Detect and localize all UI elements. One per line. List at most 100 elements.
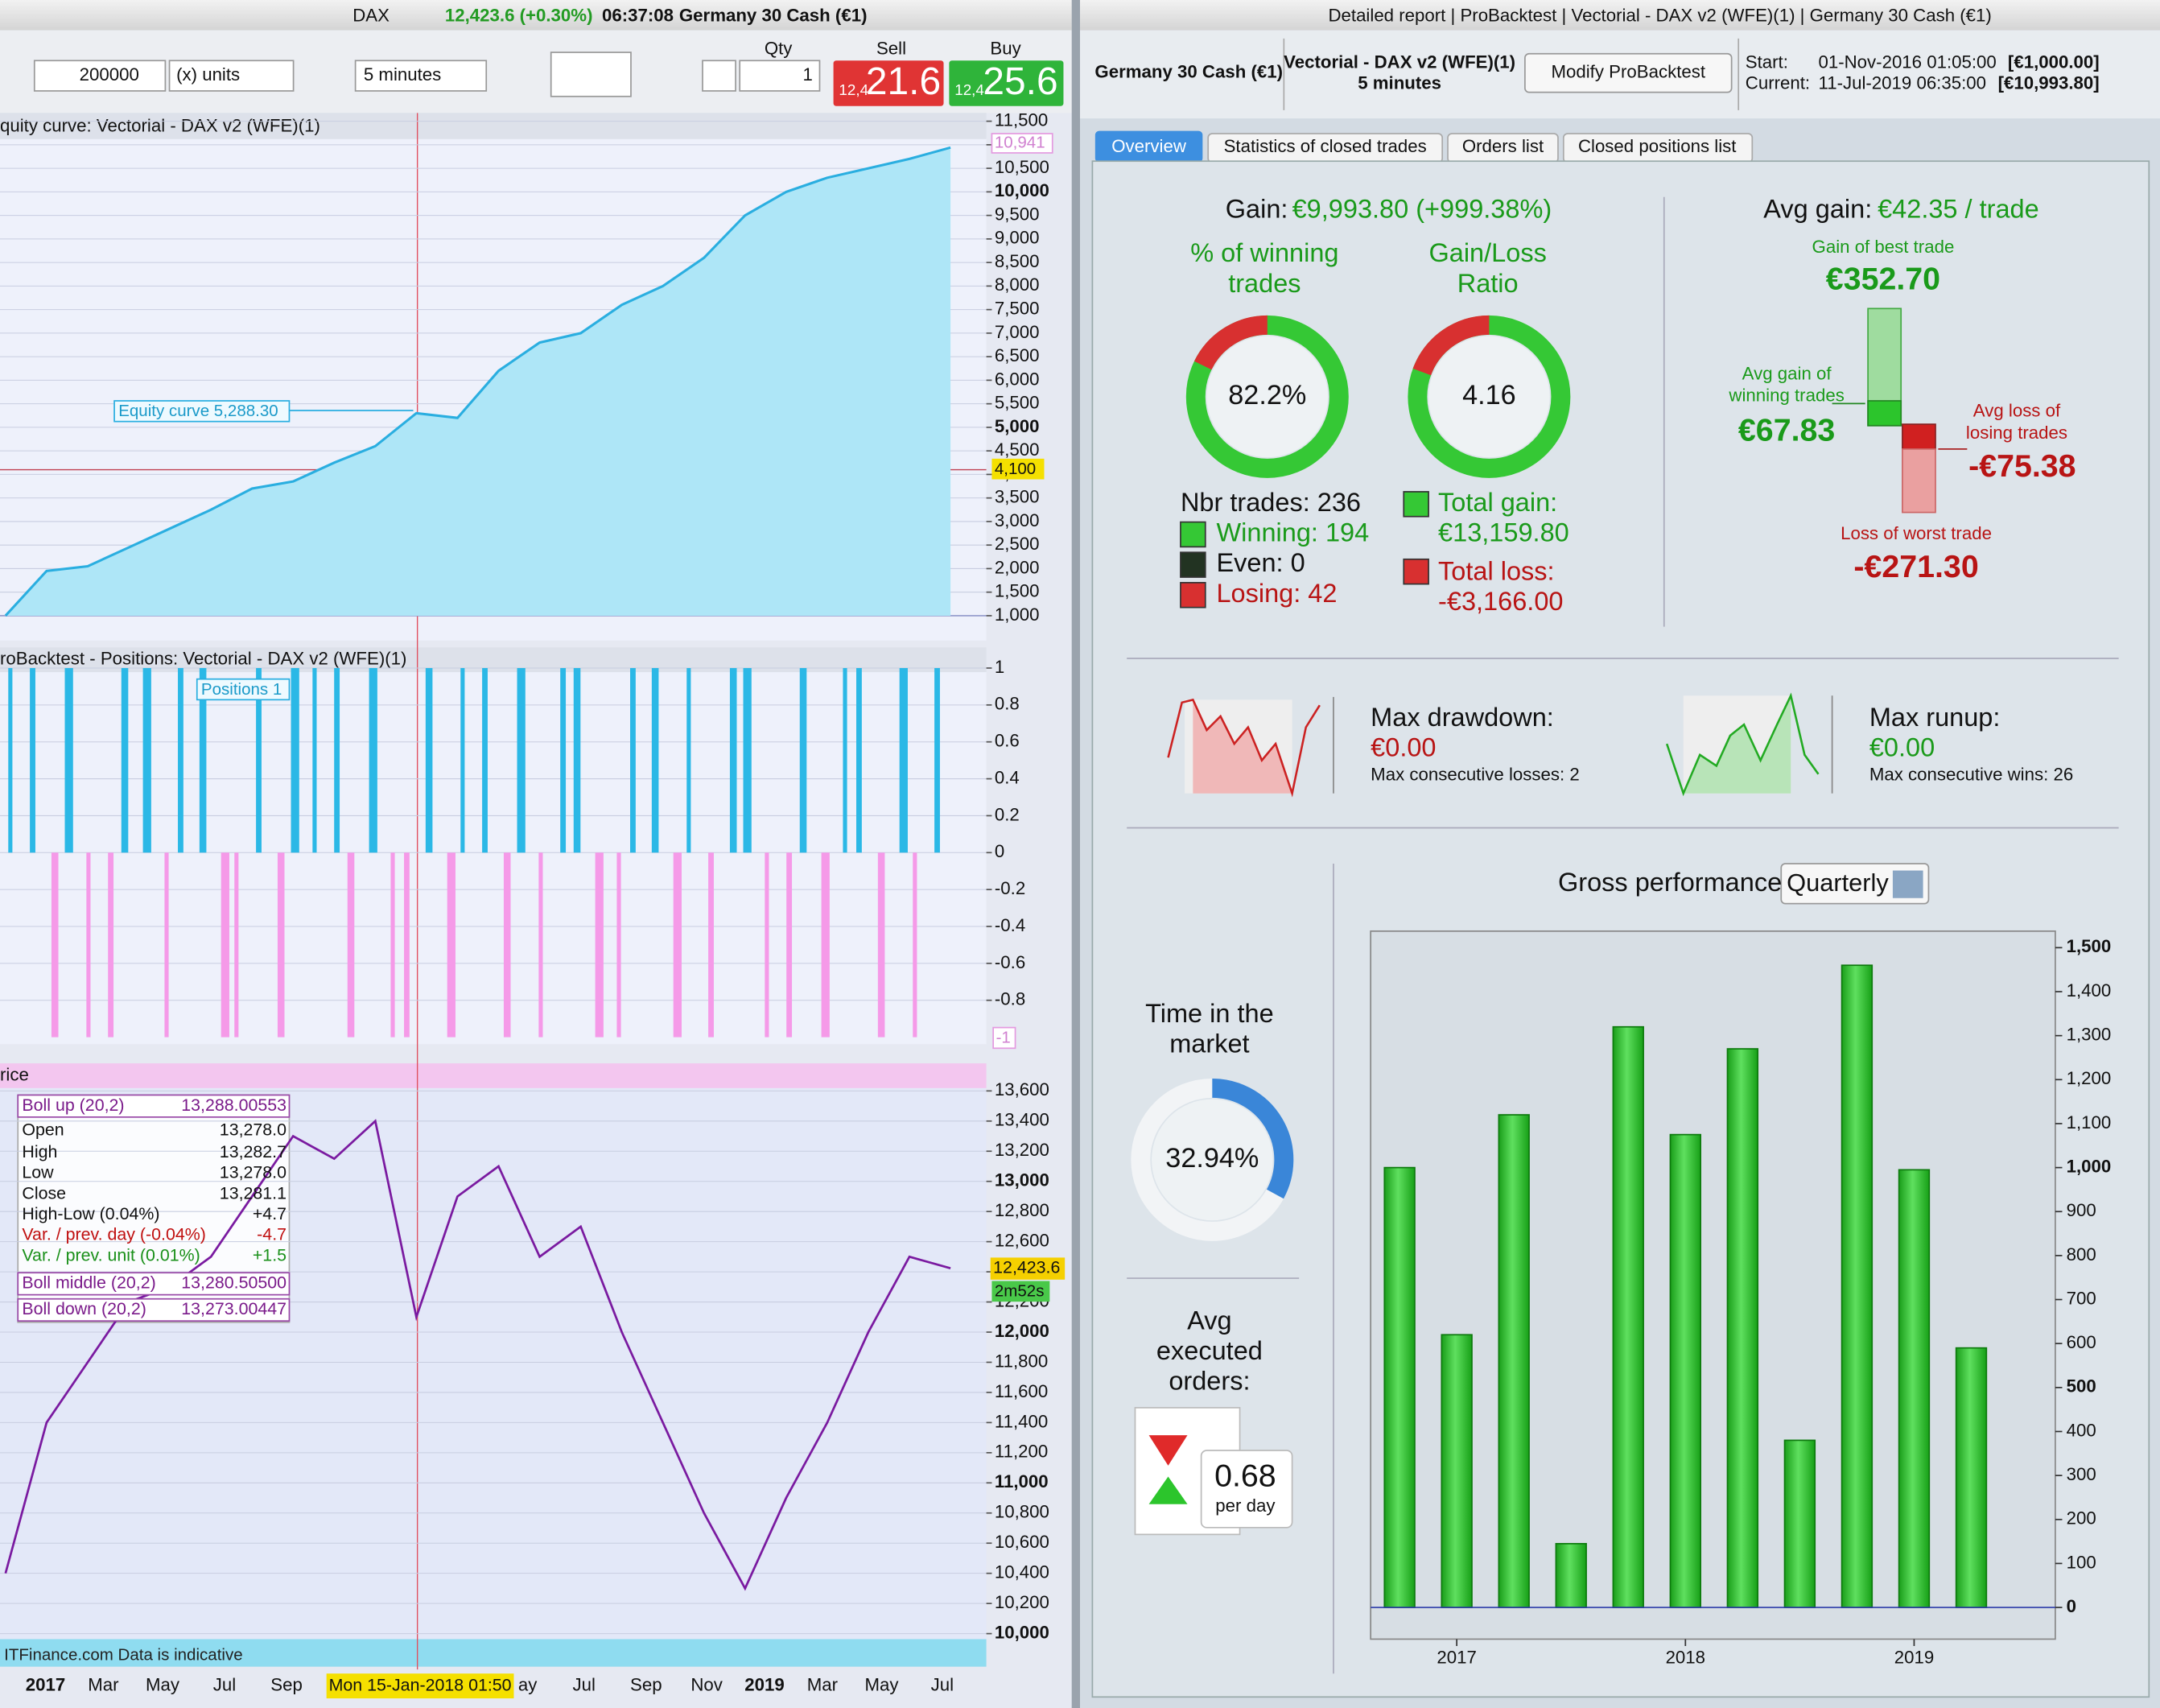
label: Start: xyxy=(1746,52,1788,72)
event-strip xyxy=(0,1639,987,1667)
modify-button[interactable] xyxy=(1524,52,1733,93)
y-tick-label: 5,000 xyxy=(995,416,1040,436)
legend-name: Boll middle (20,2) xyxy=(22,1273,155,1293)
qty-input[interactable] xyxy=(739,60,821,92)
y-tick-label: -0.4 xyxy=(995,915,1025,935)
tab-label: Statistics of closed trades xyxy=(1224,136,1427,156)
x-tick-label: May xyxy=(146,1674,180,1694)
legend-name: Var. / prev. day (-0.04%) xyxy=(22,1225,206,1244)
y-tick-label: 11,400 xyxy=(995,1411,1048,1431)
chart-type-button[interactable] xyxy=(550,52,632,97)
units-select[interactable] xyxy=(168,60,295,92)
position-bar xyxy=(425,667,433,853)
label: -€3,166.00 xyxy=(1438,587,1563,616)
label: 25.6 xyxy=(983,60,1057,103)
y-tick-label: 10,600 xyxy=(995,1532,1049,1552)
label: [€1,000.00] xyxy=(2008,52,2100,72)
position-bar xyxy=(799,667,807,853)
position-bar xyxy=(482,667,488,853)
legend-square xyxy=(1180,551,1206,578)
y-tick-label: 100 xyxy=(2067,1552,2096,1572)
bar xyxy=(1955,1347,1988,1608)
bar xyxy=(1898,1169,1931,1608)
y-tick-label: 1,000 xyxy=(995,604,1040,625)
legend-name: Var. / prev. unit (0.01%) xyxy=(22,1245,200,1264)
y-tick-label: 1,000 xyxy=(2067,1156,2112,1176)
position-bar xyxy=(178,667,183,853)
marker-value: 4,100 xyxy=(995,460,1036,478)
position-bar xyxy=(390,852,395,1038)
label: Sell xyxy=(876,38,906,58)
y-tick-label: 11,600 xyxy=(995,1381,1048,1401)
position-bar xyxy=(404,852,410,1038)
position-bar xyxy=(30,667,35,853)
y-tick-label: -0.6 xyxy=(995,952,1025,972)
donut-center xyxy=(1206,336,1329,458)
position-bar xyxy=(856,667,862,853)
bar xyxy=(1383,1166,1416,1608)
label: % of winning xyxy=(1190,238,1338,267)
y-tick-label: 2,500 xyxy=(995,534,1040,554)
label: Winning: 194 xyxy=(1216,518,1369,547)
legend-name: Boll up (20,2) xyxy=(22,1095,124,1115)
divider xyxy=(1071,0,1080,1708)
y-tick-label: 8,000 xyxy=(995,274,1040,295)
last-box xyxy=(991,133,1053,154)
y-tick-label: 13,200 xyxy=(995,1140,1049,1160)
y-tick-label: 0 xyxy=(995,841,1004,861)
label: Gain: xyxy=(1226,194,1288,223)
equity-area xyxy=(5,147,951,616)
report-titlebar xyxy=(1080,0,2160,31)
label: €0.00 xyxy=(1869,733,1935,762)
label: Avg loss of xyxy=(1973,401,2061,421)
buy-button[interactable] xyxy=(949,60,1064,106)
y-tick-label: -0.8 xyxy=(995,989,1025,1009)
label: Max runup: xyxy=(1869,703,2001,732)
select-arrow[interactable] xyxy=(1892,870,1923,898)
y-tick-label: 12,600 xyxy=(995,1231,1049,1251)
panel-title: quity curve: Vectorial - DAX v2 (WFE)(1) xyxy=(0,115,320,135)
label: €42.35 / trade xyxy=(1878,194,2039,223)
period-select[interactable] xyxy=(1780,863,1930,905)
bottom-label-box xyxy=(992,1026,1016,1050)
timeframe-select[interactable] xyxy=(354,60,488,92)
label: Modify ProBacktest xyxy=(1551,62,1705,82)
position-bar xyxy=(51,852,59,1038)
legend-square xyxy=(1180,582,1206,609)
panel-title: rice xyxy=(0,1064,29,1084)
tab-active[interactable] xyxy=(1094,130,1203,163)
runup-area xyxy=(1683,695,1791,794)
label: 0.68 xyxy=(1214,1458,1276,1494)
y-tick-label: 600 xyxy=(2067,1332,2096,1352)
y-tick-label: 200 xyxy=(2067,1508,2096,1529)
bar xyxy=(1612,1025,1644,1608)
label: Germany 30 Cash (€1) xyxy=(1094,62,1283,82)
amount-input[interactable] xyxy=(33,60,167,92)
label: 5 minutes xyxy=(364,64,441,85)
bar xyxy=(1498,1114,1530,1608)
y-tick-label: -0.2 xyxy=(995,878,1025,898)
position-bar xyxy=(517,667,526,853)
x-tick-label: Sep xyxy=(270,1674,303,1694)
label: Buy xyxy=(990,38,1021,58)
position-bar xyxy=(86,852,91,1038)
donut-value: 4.16 xyxy=(1462,380,1516,410)
label: winning trades xyxy=(1728,386,1844,406)
label: 12,4 xyxy=(954,81,984,98)
y-tick-label: 1,200 xyxy=(2067,1068,2112,1088)
label: Max drawdown: xyxy=(1371,703,1554,732)
label: €67.83 xyxy=(1738,413,1835,448)
position-bar xyxy=(560,667,567,853)
sell-button[interactable] xyxy=(833,60,944,106)
y-tick-label: 9,000 xyxy=(995,228,1040,248)
y-tick-label: 1,400 xyxy=(2067,980,2112,1000)
position-bar xyxy=(765,852,769,1038)
x-tick-label: Nov xyxy=(690,1674,723,1694)
position-bar xyxy=(595,852,604,1038)
label: -€271.30 xyxy=(1853,549,1978,584)
legend-square xyxy=(1180,521,1206,548)
legend-row-box xyxy=(17,1094,291,1118)
positions-label-box xyxy=(196,678,291,701)
settings-button[interactable] xyxy=(702,60,736,92)
runup-line xyxy=(1665,692,1820,797)
